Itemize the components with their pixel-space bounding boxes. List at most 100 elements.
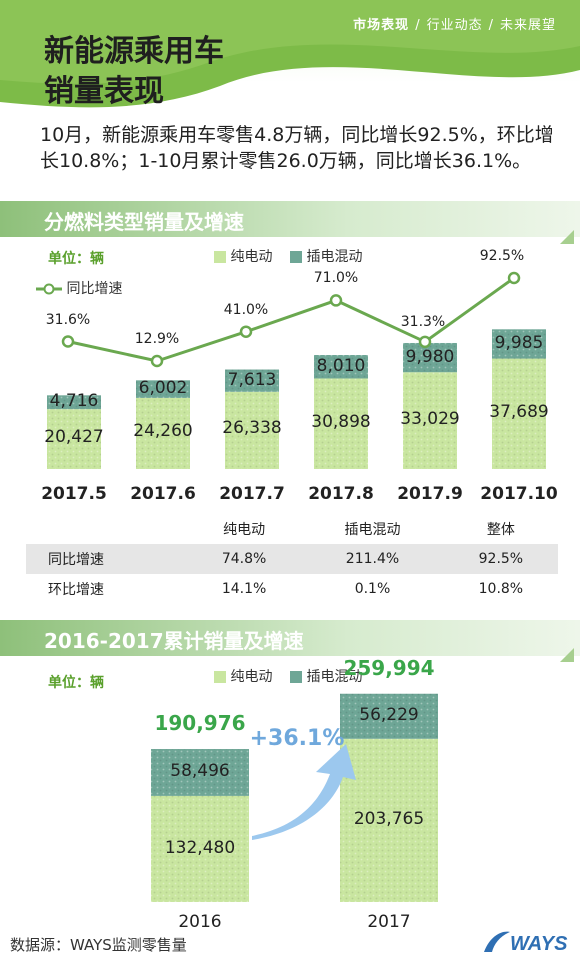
- legend-bev-swatch: [214, 251, 226, 263]
- bar-bev-texture: [47, 409, 101, 469]
- table-cell: 14.1%: [221, 581, 267, 597]
- x-tick-label: 2017.5: [41, 484, 107, 504]
- table-cell: 10.8%: [478, 581, 524, 597]
- x-tick-label: 2017: [367, 912, 411, 932]
- bev-value-label: 26,338: [222, 418, 282, 439]
- nav-separator: /: [415, 18, 421, 33]
- bev-value-label: 24,260: [133, 421, 193, 442]
- bev-value-label: 20,427: [44, 427, 104, 448]
- legend-phev-label: 插电混动: [306, 249, 363, 265]
- unit-label-2: 单位：辆: [48, 675, 104, 691]
- bar-phev-texture: [47, 395, 101, 410]
- phev-value-label: 9,985: [494, 332, 544, 353]
- table-cell: 0.1%: [354, 581, 391, 597]
- x-tick-label: 2016: [178, 912, 222, 932]
- x-tick-label: 2017.6: [130, 484, 196, 504]
- total-value-label: 259,994: [343, 655, 435, 680]
- phev-value-label: 7,613: [227, 369, 277, 390]
- section2-bar: [0, 620, 580, 656]
- growth-arrow: [252, 744, 356, 840]
- bar-bev-texture: [314, 378, 368, 469]
- nav-item-industry[interactable]: 行业动态: [426, 18, 483, 33]
- bar-phev-texture: [136, 380, 190, 398]
- nav-separator: /: [488, 18, 494, 33]
- table-header-cell: 整体: [486, 522, 515, 538]
- legend2-phev-swatch: [290, 671, 302, 683]
- phev-value-label: 9,980: [405, 346, 455, 367]
- legend2-bev-label: 纯电动: [230, 669, 273, 685]
- legend-phev-swatch: [290, 251, 302, 263]
- legend-yoy-line-icon: [36, 283, 62, 295]
- ways-logo-text: WAYS: [510, 933, 568, 955]
- x-tick-label: 2017.7: [219, 484, 285, 504]
- ways-logo: WAYS: [480, 928, 570, 960]
- nav-item-market[interactable]: 市场表现: [353, 18, 410, 33]
- bev-value-label: 132,480: [164, 837, 236, 858]
- table-row: 环比增速 14.1% 0.1% 10.8%: [26, 574, 558, 604]
- yoy-point: [329, 294, 343, 307]
- table-cell: 211.4%: [301, 544, 444, 574]
- bar-bev-texture: [225, 391, 279, 469]
- section1-title: 分燃料类型销量及增速: [44, 210, 244, 234]
- legend-yoy: 同比增速: [36, 278, 122, 298]
- bar-phev-texture: [225, 369, 279, 392]
- yoy-value-label: 31.3%: [400, 313, 446, 330]
- yoy-value-label: 71.0%: [313, 270, 359, 287]
- growth-table: 纯电动 插电混动 整体 同比增速 74.8% 211.4% 92.5% 环比增速…: [26, 514, 558, 604]
- legend-bev-label: 纯电动: [230, 249, 273, 265]
- yoy-value-label: 31.6%: [45, 311, 91, 328]
- legend2-bev: 纯电动: [214, 666, 272, 686]
- section1-corner: [560, 230, 574, 244]
- growth-label: +36.1%: [249, 726, 345, 751]
- legend-yoy-label: 同比增速: [66, 281, 123, 297]
- table-header-cell: 插电混动: [344, 522, 401, 538]
- yoy-point: [150, 354, 164, 368]
- bar-bev-texture: [151, 795, 249, 902]
- x-tick-label: 2017.8: [308, 484, 374, 504]
- header-banner: 市场表现 / 行业动态 / 未来展望 新能源乘用车 销量表现: [0, 0, 580, 118]
- table-header-row: 纯电动 插电混动 整体: [26, 514, 558, 544]
- phev-value-label: 4,716: [49, 391, 99, 412]
- section1-bar: [0, 201, 580, 237]
- bar-bev-texture: [136, 397, 190, 469]
- bar-phev-texture: [314, 354, 368, 379]
- nav-item-outlook[interactable]: 未来展望: [499, 18, 556, 33]
- bev-value-label: 203,765: [353, 809, 425, 830]
- bar-phev-texture: [492, 329, 546, 359]
- table-cell: 74.8%: [187, 544, 302, 574]
- yoy-value-label: 12.9%: [134, 331, 180, 347]
- yoy-line: [67, 276, 515, 363]
- phev-value-label: 58,496: [170, 761, 230, 782]
- bev-value-label: 33,029: [400, 408, 460, 429]
- x-tick-label: 2017.10: [480, 484, 558, 504]
- legend2-phev-label: 插电混动: [306, 669, 363, 685]
- legend-bev: 纯电动: [214, 246, 272, 266]
- phev-value-label: 56,229: [359, 705, 419, 726]
- title-line-2: 销量表现: [44, 74, 164, 109]
- bar-phev-texture: [403, 342, 457, 373]
- table-cell: 92.5%: [443, 544, 558, 574]
- yoy-value-label: 92.5%: [479, 248, 525, 264]
- table-row-label: 同比增速: [26, 544, 187, 574]
- bar-bev-texture: [492, 358, 546, 469]
- title-line-1: 新能源乘用车: [44, 34, 224, 69]
- bev-value-label: 37,689: [489, 401, 549, 422]
- section2-title: 2016-2017累计销量及增速: [44, 629, 304, 653]
- yoy-point: [239, 325, 253, 338]
- bev-value-label: 30,898: [311, 411, 371, 432]
- table-row-label: 环比增速: [48, 582, 104, 598]
- top-nav: 市场表现 / 行业动态 / 未来展望: [353, 14, 556, 33]
- intro-paragraph: 10月，新能源乘用车零售4.8万辆，同比增长92.5%，环比增长10.8%；1-…: [40, 124, 554, 172]
- ways-logo-icon: WAYS: [484, 931, 568, 955]
- data-source: 数据源：WAYS监测零售量: [10, 936, 187, 954]
- yoy-point: [61, 335, 75, 348]
- table-header-cell: 纯电动: [223, 522, 266, 538]
- page-title: 新能源乘用车 销量表现: [44, 32, 224, 112]
- legend2-bev-swatch: [214, 671, 226, 683]
- header-green-swoosh: [0, 0, 580, 108]
- legend-phev: 插电混动: [290, 246, 362, 266]
- yoy-value-label: 41.0%: [223, 301, 269, 318]
- section2-corner: [560, 648, 574, 662]
- monthly-sales-chart: [47, 271, 546, 469]
- yoy-point: [418, 335, 432, 349]
